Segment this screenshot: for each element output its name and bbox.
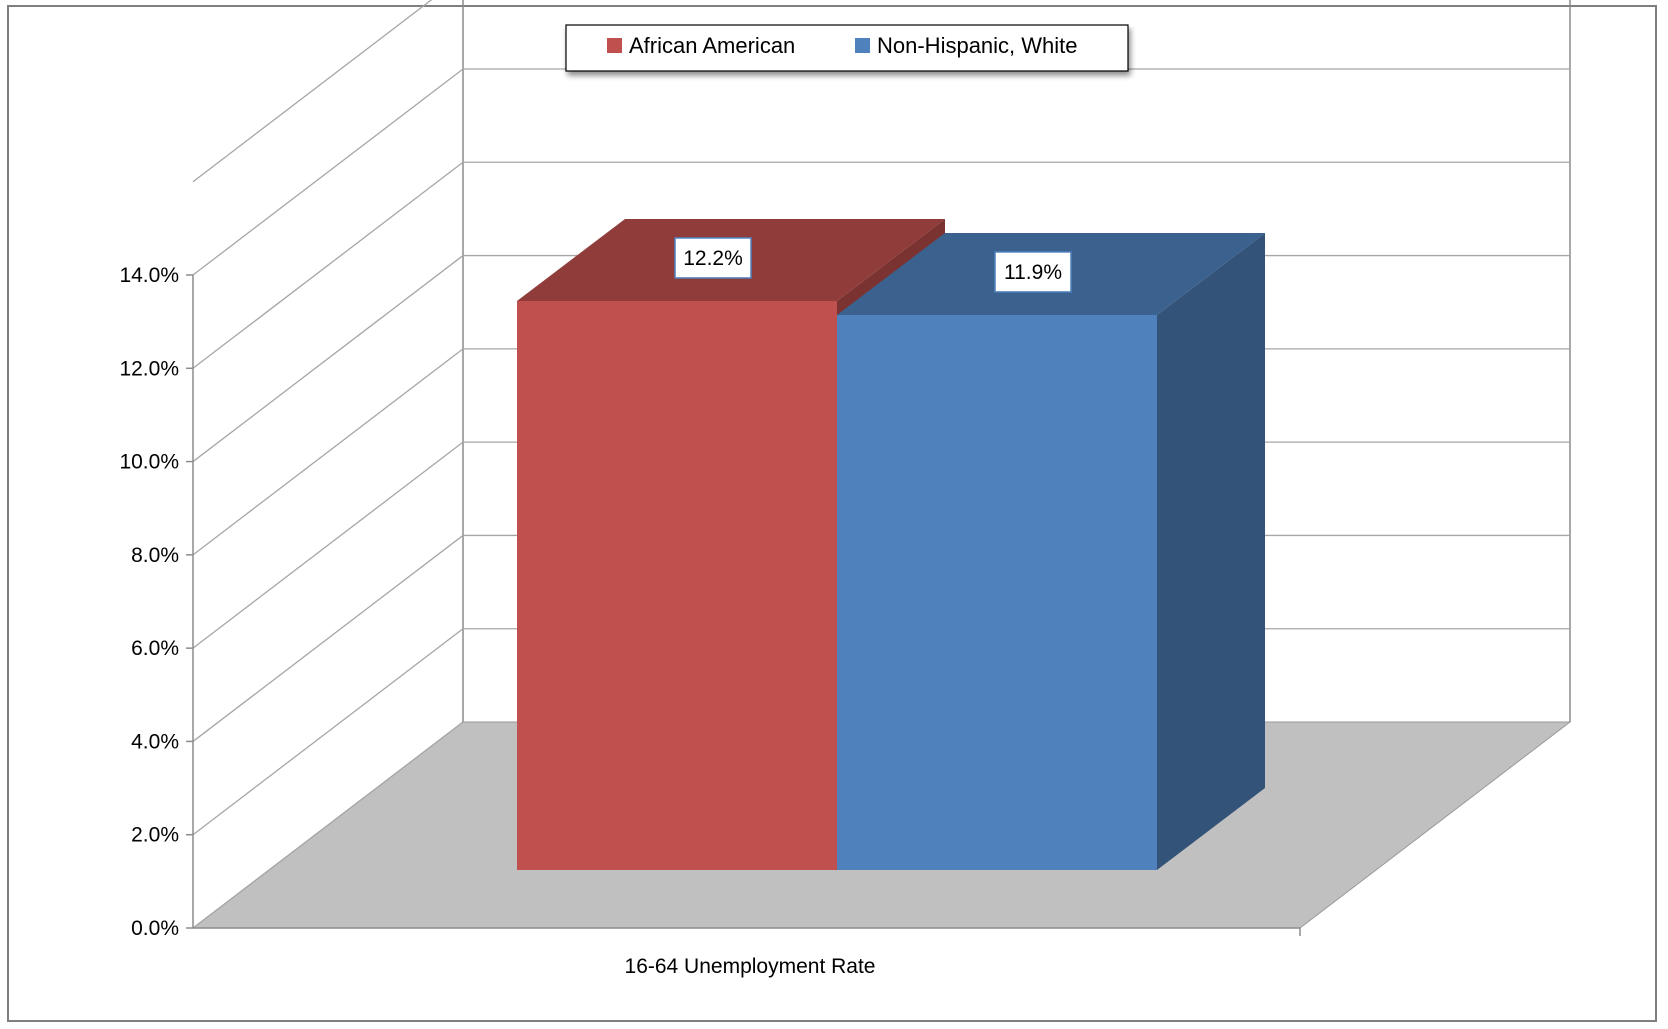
y-tick-label: 14.0% — [119, 264, 179, 287]
legend-label: African American — [629, 33, 795, 58]
side-gridline — [192, 0, 433, 183]
legend-swatch — [607, 38, 622, 53]
data-label-text: 12.2% — [683, 247, 743, 270]
legend-item: African American — [607, 33, 795, 58]
y-tick-label: 12.0% — [119, 357, 179, 380]
bar-non-hispanic-white — [837, 232, 1265, 870]
legend: African American Non-Hispanic, White — [565, 24, 1129, 72]
legend-label: Non-Hispanic, White — [877, 33, 1078, 58]
side-gridline — [192, 161, 464, 369]
y-tick-label: 10.0% — [119, 451, 179, 474]
y-tick-label: 6.0% — [131, 637, 179, 660]
data-label: 11.9% — [994, 251, 1072, 293]
side-gridline — [192, 348, 464, 556]
bar-front-face — [837, 314, 1157, 870]
y-tick-label: 4.0% — [131, 730, 179, 753]
legend-swatch — [855, 38, 870, 53]
side-gridline — [192, 441, 464, 649]
y-tick-label: 8.0% — [131, 544, 179, 567]
data-label-text: 11.9% — [1004, 261, 1062, 284]
data-label: 12.2% — [674, 237, 752, 279]
side-gridline — [192, 628, 464, 836]
legend-box — [565, 24, 1129, 72]
side-gridline — [192, 255, 464, 463]
side-gridline — [192, 534, 464, 742]
legend-item: Non-Hispanic, White — [855, 33, 1078, 58]
y-tick-label: 0.0% — [131, 917, 179, 940]
data-label-box — [994, 251, 1072, 293]
bar-front-face — [517, 300, 837, 870]
side-gridline — [192, 721, 464, 929]
side-gridline — [192, 68, 464, 276]
category-label: 16-64 Unemployment Rate — [625, 955, 876, 978]
data-label-box — [674, 237, 752, 279]
bar-side-face — [1157, 232, 1265, 870]
y-tick-label: 2.0% — [131, 824, 179, 847]
